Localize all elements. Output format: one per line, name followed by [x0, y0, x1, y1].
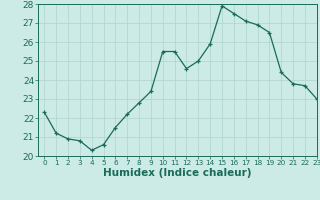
X-axis label: Humidex (Indice chaleur): Humidex (Indice chaleur): [103, 168, 252, 178]
